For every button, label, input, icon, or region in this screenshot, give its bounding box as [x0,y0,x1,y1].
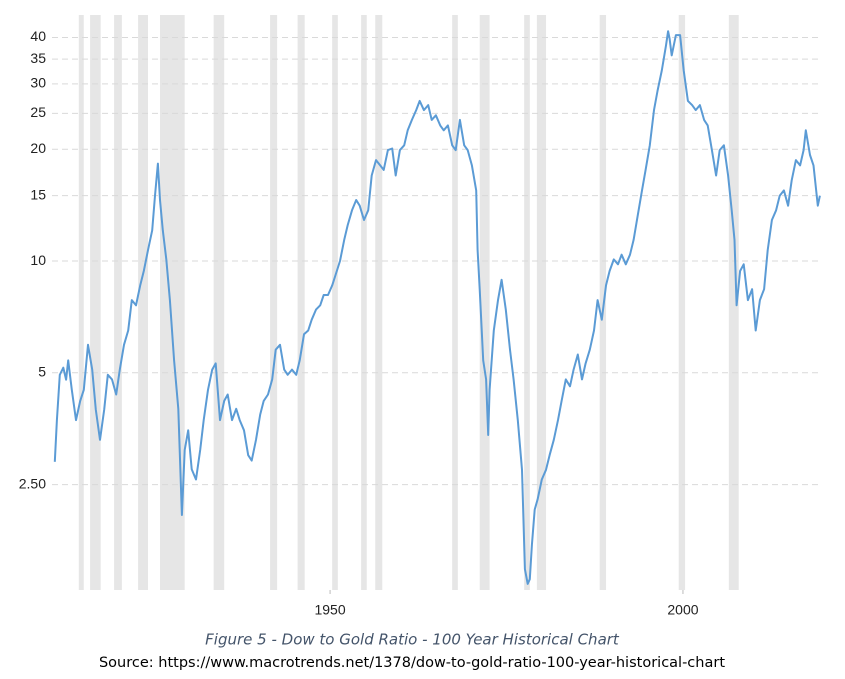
recession-band [270,15,278,590]
recession-band [114,15,122,590]
recession-band [536,15,547,590]
x-tick-label: 2000 [667,602,698,618]
x-tick-label: 1950 [314,602,345,618]
recession-band [479,15,490,590]
recession-band [90,15,101,590]
recession-band [78,15,84,590]
source: Source: https://www.macrotrends.net/1378… [99,655,725,671]
ratio-line [53,30,821,585]
recession-band [297,15,305,590]
recession-band [375,15,383,590]
recession-band [524,15,530,590]
caption: Figure 5 - Dow to Gold Ratio - 100 Year … [205,631,620,649]
y-tick-label: 20 [30,140,46,156]
y-tick-label: 25 [30,104,46,120]
y-tick-label: 2.50 [19,475,46,491]
y-tick-label: 40 [30,28,46,44]
y-tick-label: 5 [38,364,46,380]
recession-band [213,15,225,590]
recession-band [728,15,739,590]
y-tick-label: 30 [30,75,46,91]
recession-band [138,15,148,590]
recession-band [678,15,686,590]
recession-band [599,15,607,590]
recession-band [332,15,338,590]
y-tick-label: 15 [30,186,46,202]
y-tick-label: 10 [30,252,46,268]
recession-band [361,15,367,590]
recession-band [452,15,458,590]
y-tick-label: 35 [30,50,46,66]
